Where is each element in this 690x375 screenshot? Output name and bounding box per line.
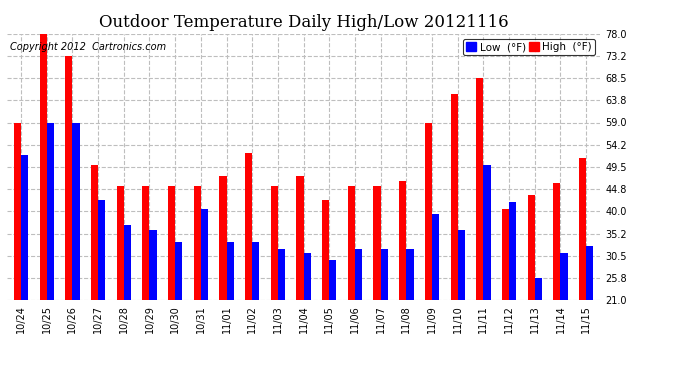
- Bar: [348, 186, 355, 375]
- Bar: [322, 200, 329, 375]
- Text: Copyright 2012  Cartronics.com: Copyright 2012 Cartronics.com: [10, 42, 166, 52]
- Bar: [168, 186, 175, 375]
- Bar: [175, 242, 182, 375]
- Bar: [194, 186, 201, 375]
- Bar: [373, 186, 381, 375]
- Bar: [535, 278, 542, 375]
- Bar: [528, 195, 535, 375]
- Bar: [457, 230, 465, 375]
- Bar: [245, 153, 253, 375]
- Bar: [399, 181, 406, 375]
- Bar: [484, 165, 491, 375]
- Bar: [560, 253, 568, 375]
- Bar: [150, 230, 157, 375]
- Bar: [142, 186, 150, 375]
- Bar: [270, 186, 278, 375]
- Bar: [66, 56, 72, 375]
- Bar: [47, 123, 54, 375]
- Bar: [117, 186, 124, 375]
- Bar: [553, 183, 560, 375]
- Bar: [476, 78, 484, 375]
- Bar: [579, 158, 586, 375]
- Bar: [425, 123, 432, 375]
- Bar: [124, 225, 131, 375]
- Bar: [21, 155, 28, 375]
- Bar: [98, 200, 106, 375]
- Bar: [355, 249, 362, 375]
- Bar: [39, 34, 47, 375]
- Bar: [304, 253, 310, 375]
- Bar: [586, 246, 593, 375]
- Bar: [14, 123, 21, 375]
- Bar: [201, 209, 208, 375]
- Bar: [297, 176, 304, 375]
- Bar: [219, 176, 226, 375]
- Bar: [406, 249, 413, 375]
- Bar: [502, 209, 509, 375]
- Bar: [329, 260, 337, 375]
- Bar: [451, 94, 457, 375]
- Bar: [91, 165, 98, 375]
- Bar: [226, 242, 234, 375]
- Bar: [278, 249, 285, 375]
- Legend: Low  (°F), High  (°F): Low (°F), High (°F): [463, 39, 595, 55]
- Bar: [253, 242, 259, 375]
- Bar: [381, 249, 388, 375]
- Bar: [509, 202, 516, 375]
- Title: Outdoor Temperature Daily High/Low 20121116: Outdoor Temperature Daily High/Low 20121…: [99, 14, 509, 31]
- Bar: [72, 123, 79, 375]
- Bar: [432, 214, 440, 375]
